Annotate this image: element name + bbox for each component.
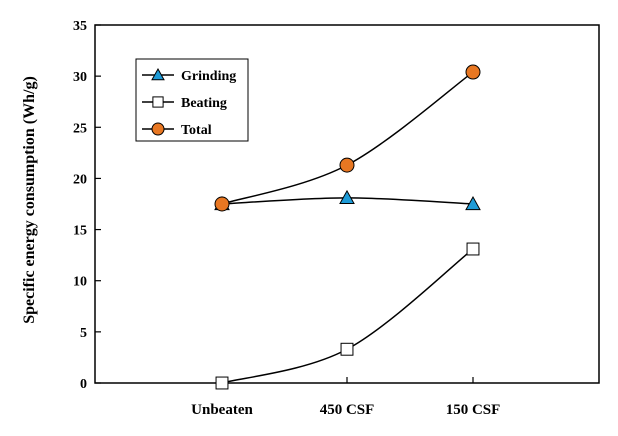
x-tick-label: 450 CSF [320,402,375,418]
series-layer [214,64,481,390]
data-point-total [339,157,355,173]
legend-label-grinding: Grinding [181,69,236,84]
data-point-grinding [339,189,355,204]
y-tick-label: 5 [80,326,87,341]
data-point-total [465,64,481,80]
y-tick-label: 15 [73,224,87,239]
data-point-beating [466,242,480,256]
y-axis-ticks: 0 5 10 15 20 25 30 35 [73,19,101,392]
legend-label-total: Total [181,123,212,138]
y-tick-label: 20 [73,172,87,187]
x-tick-label: 150 CSF [446,402,501,418]
y-tick-label: 0 [80,377,87,392]
legend-marker-grinding [151,67,165,81]
y-axis-title: Specific energy consumption (Wh/g) [21,76,38,324]
legend-marker-beating [152,96,164,108]
data-point-grinding [465,195,481,211]
legend-marker-total [151,122,165,136]
x-tick-label: Unbeaten [191,402,253,418]
x-axis-ticks: Unbeaten 450 CSF 150 CSF [191,377,500,418]
y-tick-label: 30 [73,70,87,85]
data-point-beating [215,376,229,390]
data-point-total [214,196,230,212]
legend-label-beating: Beating [181,96,227,111]
data-point-beating [340,342,354,356]
y-tick-label: 10 [73,275,87,290]
y-tick-label: 25 [73,121,87,136]
y-tick-label: 35 [73,19,87,34]
legend: Grinding Beating Total [135,58,249,142]
